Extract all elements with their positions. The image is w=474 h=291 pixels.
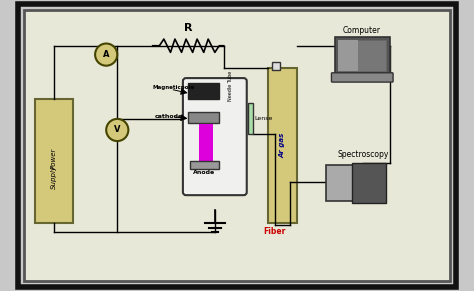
Bar [337, 40, 386, 72]
Text: Spectroscopy: Spectroscopy [337, 150, 389, 159]
Bar [268, 68, 297, 223]
Text: Magneticpole: Magneticpole [153, 85, 195, 91]
Text: Anode: Anode [192, 170, 215, 175]
Bar [35, 99, 73, 223]
Circle shape [106, 119, 128, 141]
Bar [352, 163, 385, 203]
Bar [199, 124, 213, 163]
FancyBboxPatch shape [331, 73, 393, 82]
Text: Needle Tube: Needle Tube [228, 70, 233, 101]
Bar [248, 103, 254, 134]
Bar [272, 62, 280, 70]
Bar [188, 84, 219, 99]
Bar [335, 37, 390, 74]
Text: A: A [103, 50, 109, 59]
Bar [191, 161, 219, 169]
Text: cathode: cathode [155, 114, 183, 119]
Text: Computer: Computer [342, 26, 380, 35]
Text: Lense: Lense [255, 116, 273, 121]
Text: Fiber: Fiber [264, 228, 286, 237]
Text: R: R [184, 23, 192, 33]
FancyBboxPatch shape [183, 78, 247, 195]
Text: Supply: Supply [51, 164, 57, 189]
Bar [337, 40, 357, 72]
Bar [188, 112, 219, 123]
Text: Power: Power [51, 148, 57, 169]
Circle shape [95, 44, 117, 66]
Bar [326, 165, 385, 201]
Text: Ar gas: Ar gas [280, 133, 285, 158]
Text: V: V [114, 125, 120, 134]
